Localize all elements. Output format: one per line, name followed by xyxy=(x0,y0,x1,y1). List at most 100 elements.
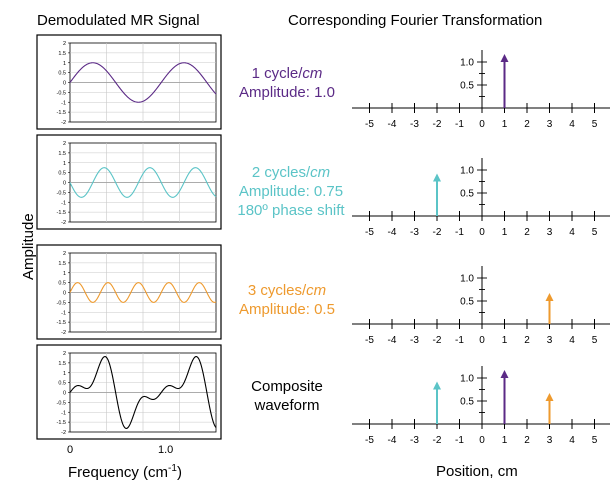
y-tick-label: 1 xyxy=(63,61,66,67)
label-4-line2: waveform xyxy=(254,397,320,414)
spike-arrowhead xyxy=(433,173,441,182)
position-tick-label: -4 xyxy=(388,435,397,446)
y-tick-label: 0.5 xyxy=(58,381,66,387)
y-tick-label: -2 xyxy=(61,120,66,126)
position-tick-label: -2 xyxy=(433,335,442,346)
y-tick-label: 2 xyxy=(63,251,66,257)
position-tick-label: 2 xyxy=(524,335,530,346)
spike-arrowhead xyxy=(545,393,554,401)
position-tick-label: -4 xyxy=(388,227,397,238)
y-tick-label: -1 xyxy=(61,410,66,416)
y-tick-label: -0.5 xyxy=(57,300,66,306)
position-tick-label: 0 xyxy=(479,227,485,238)
position-tick-label: 3 xyxy=(547,227,553,238)
y-tick-label: 0 xyxy=(63,81,66,87)
spike-arrowhead xyxy=(545,293,554,301)
y-tick-label: -1 xyxy=(61,200,66,206)
label-2-unit: cm xyxy=(310,164,331,181)
label-4-line1: Composite xyxy=(251,378,323,395)
position-tick-label: -2 xyxy=(433,119,442,130)
position-tick-label: -3 xyxy=(410,119,419,130)
amplitude-tick-label: 0.5 xyxy=(460,397,474,408)
y-tick-label: 0 xyxy=(63,391,66,397)
position-tick-label: 5 xyxy=(592,335,598,346)
y-tick-label: 0.5 xyxy=(58,281,66,287)
y-tick-label: 2 xyxy=(63,41,66,47)
y-tick-label: -0.5 xyxy=(57,90,66,96)
position-tick-label: 5 xyxy=(592,435,598,446)
signal-frame xyxy=(36,244,222,340)
position-tick-label: 4 xyxy=(569,335,575,346)
signal-frame xyxy=(36,344,222,440)
position-tick-label: -3 xyxy=(410,227,419,238)
position-tick-label: 5 xyxy=(592,119,598,130)
right-header: Corresponding Fourier Transformation xyxy=(288,12,543,29)
label-3-line1: 3 cycles/ xyxy=(247,282,307,299)
position-tick-label: -5 xyxy=(365,435,374,446)
label-1-unit: cm xyxy=(302,65,323,82)
amplitude-tick-label: 1.0 xyxy=(460,274,474,285)
y-tick-label: -1.5 xyxy=(57,110,66,116)
position-tick-label: 3 xyxy=(547,435,553,446)
y-tick-label: 1.5 xyxy=(58,51,66,57)
label-2-line2: Amplitude: 0.75 xyxy=(238,183,344,200)
label-panel-3: 3 cycles/cm Amplitude: 0.5 xyxy=(222,281,352,319)
label-panel-4: Composite waveform xyxy=(222,377,352,415)
signal-panel-composite: 2 1.5 1 0.5 0 -0.5 -1 -1.5 -2 xyxy=(36,344,222,440)
position-tick-label: 2 xyxy=(524,435,530,446)
position-tick-label: 4 xyxy=(569,227,575,238)
position-tick-label: 3 xyxy=(547,335,553,346)
amplitude-tick-label: 1.0 xyxy=(460,374,474,385)
position-tick-label: -5 xyxy=(365,227,374,238)
label-2-line1: 2 cycles/ xyxy=(251,164,311,181)
y-tick-label: -1.5 xyxy=(57,210,66,216)
position-tick-label: -4 xyxy=(388,119,397,130)
label-2-line3: 180º phase shift xyxy=(237,202,345,219)
freq-label-sup: -1 xyxy=(168,463,177,474)
position-tick-label: 1 xyxy=(502,119,508,130)
position-tick-label: 3 xyxy=(547,119,553,130)
position-tick-label: 5 xyxy=(592,227,598,238)
y-tick-label: -0.5 xyxy=(57,400,66,406)
waveform-line xyxy=(69,282,217,303)
position-tick-label: -2 xyxy=(433,435,442,446)
y-tick-label: -2 xyxy=(61,330,66,336)
position-tick-label: -4 xyxy=(388,335,397,346)
y-tick-label: -1 xyxy=(61,100,66,106)
y-tick-label: 0 xyxy=(63,291,66,297)
amplitude-tick-label: 1.0 xyxy=(460,166,474,177)
amplitude-tick-label: 0.5 xyxy=(460,189,474,200)
ft-panel-1-cycle: -5 -4 -3 -2 -1 0 1 2 3 4 5 1.0 0.5 xyxy=(352,50,610,130)
ft-panel-2-cycles: -5 -4 -3 -2 -1 0 1 2 3 4 5 1.0 0.5 xyxy=(352,158,610,238)
signal-panel-1-cycle: 2 1.5 1 0.5 0 -0.5 -1 -1.5 -2 xyxy=(36,34,222,130)
y-tick-label: 2 xyxy=(63,141,66,147)
y-tick-label: 1.5 xyxy=(58,261,66,267)
ft-panel-composite: -5 -4 -3 -2 -1 0 1 2 3 4 5 1.0 0.5 xyxy=(352,366,610,446)
position-tick-label: 1 xyxy=(502,227,508,238)
y-tick-label: 1.5 xyxy=(58,361,66,367)
y-tick-label: 1 xyxy=(63,161,66,167)
y-tick-label: -1.5 xyxy=(57,420,66,426)
label-panel-1: 1 cycle/cm Amplitude: 1.0 xyxy=(222,64,352,102)
waveform-line xyxy=(69,62,217,103)
waveform-line xyxy=(69,356,217,429)
amplitude-tick-label: 1.0 xyxy=(460,58,474,69)
y-tick-label: 1.5 xyxy=(58,151,66,157)
position-tick-label: -3 xyxy=(410,335,419,346)
label-1-line2: Amplitude: 1.0 xyxy=(239,84,335,101)
position-axis-label: Position, cm xyxy=(436,463,518,480)
position-tick-label: 1 xyxy=(502,435,508,446)
position-tick-label: -1 xyxy=(455,435,464,446)
y-tick-label: -2 xyxy=(61,220,66,226)
freq-label-prefix: Frequency (cm xyxy=(68,464,169,481)
amplitude-tick-label: 0.5 xyxy=(460,81,474,92)
frequency-axis-label: Frequency (cm-1) xyxy=(68,463,182,481)
label-panel-2: 2 cycles/cm Amplitude: 0.75 180º phase s… xyxy=(222,163,360,220)
y-tick-label: -1 xyxy=(61,310,66,316)
amplitude-tick-label: 0.5 xyxy=(460,297,474,308)
signal-frame xyxy=(36,34,222,130)
position-tick-label: -1 xyxy=(455,227,464,238)
y-tick-label: 0.5 xyxy=(58,171,66,177)
freq-label-suffix: ) xyxy=(176,464,182,481)
signal-panel-2-cycles: 2 1.5 1 0.5 0 -0.5 -1 -1.5 -2 xyxy=(36,134,222,230)
